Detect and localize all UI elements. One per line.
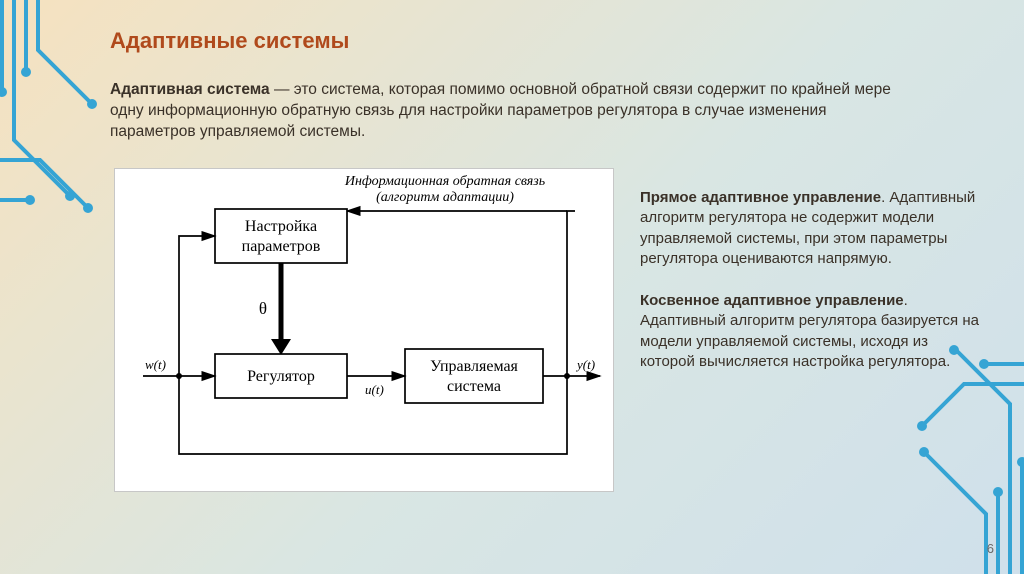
- y-label: y(t): [575, 357, 595, 372]
- slide: Адаптивные системы Адаптивная система — …: [0, 0, 1024, 574]
- feedback-label-line1: Информационная обратная связь: [344, 174, 545, 189]
- right-column: Прямое адаптивное управление. Адаптивный…: [640, 188, 980, 394]
- definition-term: Адаптивная система: [110, 81, 270, 98]
- u-label: u(t): [365, 382, 384, 397]
- w-label: w(t): [145, 357, 166, 372]
- page-number: 6: [987, 541, 994, 556]
- box-plant-line1: Управляемая: [430, 358, 518, 375]
- theta-arrowhead: [271, 339, 291, 355]
- block-diagram: Информационная обратная связь (алгоритм …: [114, 168, 614, 492]
- paragraph-direct: Прямое адаптивное управление. Адаптивный…: [640, 188, 980, 269]
- paragraph-indirect: Косвенное адаптивное управление. Адаптив…: [640, 291, 980, 372]
- box-tuner-line1: Настройка: [245, 218, 317, 235]
- p1-bold: Прямое адаптивное управление: [640, 189, 881, 206]
- definition-paragraph: Адаптивная система — это система, котора…: [110, 80, 900, 143]
- page-title: Адаптивные системы: [110, 28, 349, 54]
- feedback-label-line2: (алгоритм адаптации): [376, 190, 514, 205]
- box-tuner-line2: параметров: [242, 238, 321, 255]
- theta-label: θ: [259, 299, 267, 318]
- box-plant-line2: система: [447, 378, 501, 395]
- p2-bold: Косвенное адаптивное управление: [640, 292, 904, 309]
- box-regulator-label: Регулятор: [247, 368, 315, 385]
